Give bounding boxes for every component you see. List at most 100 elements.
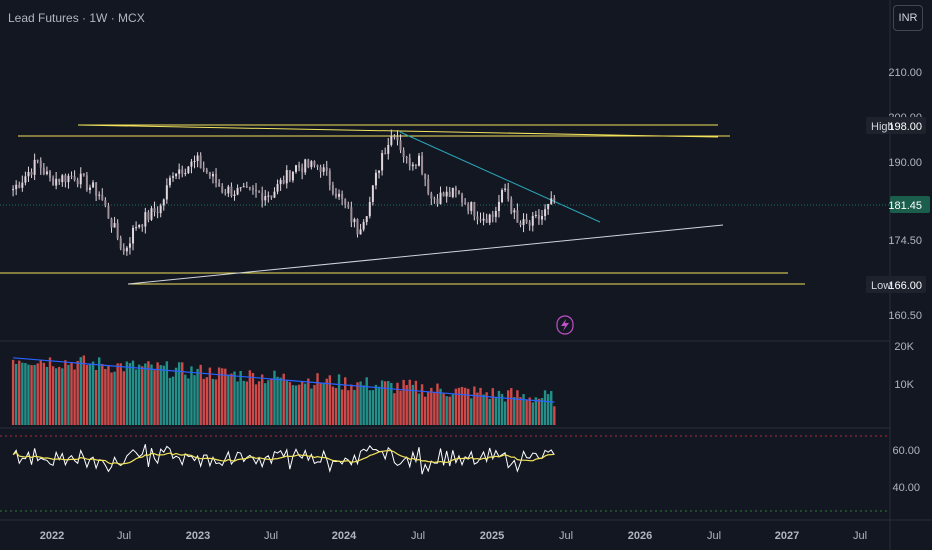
candle-body (138, 224, 141, 228)
candle-body (418, 155, 420, 166)
volume-bar (251, 372, 255, 425)
volume-bar (181, 362, 184, 425)
volume-bar (423, 396, 427, 425)
volume-bar (328, 375, 332, 425)
candle-body (33, 159, 36, 175)
currency-button[interactable]: INR (893, 5, 923, 31)
time-axis-label: 2023 (186, 530, 210, 542)
volume-bar (473, 386, 476, 425)
volume-bar (168, 377, 172, 425)
candle-body (196, 155, 199, 162)
candle-body (341, 193, 344, 200)
volume-bar (497, 390, 501, 425)
time-axis-label: 2024 (332, 530, 357, 542)
candle-body (273, 191, 276, 198)
candle-body (187, 166, 190, 174)
descending-line (77, 124, 719, 138)
candle-body (414, 164, 417, 166)
volume-bar (325, 378, 328, 425)
candle-body (331, 185, 334, 194)
volume-bar (300, 381, 304, 425)
volume-bar (165, 361, 169, 425)
volume-bar (116, 363, 119, 425)
volume-bar (131, 360, 135, 425)
volume-bar (177, 362, 181, 425)
candle-body (482, 218, 485, 221)
volume-bar (380, 380, 384, 425)
volume-bar (202, 378, 205, 425)
candle-body (353, 219, 356, 223)
candle-body (85, 175, 88, 190)
candle-body (264, 196, 267, 201)
candle-body (49, 171, 51, 178)
volume-bar (519, 397, 522, 425)
candle-body (310, 161, 313, 168)
volume-bar (334, 388, 338, 425)
rsi-tick-label: 60.00 (892, 445, 920, 457)
volume-bar (39, 360, 42, 425)
candle-body (433, 198, 436, 200)
candle-body (12, 189, 15, 191)
ascending-trendline (127, 224, 724, 285)
high-label: High (871, 121, 894, 133)
time-axis-label: Jul (264, 530, 278, 542)
volume-bar (67, 364, 70, 425)
candle-body (258, 191, 261, 193)
volume-bar (528, 397, 531, 425)
candle-body (328, 170, 331, 186)
volume-bar (227, 374, 230, 425)
candle-body (42, 167, 45, 175)
candle-body (390, 136, 393, 145)
volume-bar (494, 397, 498, 425)
lightning-icon-glyph (561, 319, 569, 331)
volume-bar (482, 394, 485, 425)
candle-body (334, 193, 337, 197)
volume-bar (297, 384, 301, 425)
volume-bar (242, 380, 245, 425)
volume-bar (42, 362, 46, 425)
volume-bar (104, 368, 107, 425)
rsi-tick-label: 40.00 (892, 482, 920, 494)
volume-bar (125, 361, 129, 425)
time-axis-label: Jul (559, 530, 573, 542)
volume-bar (30, 365, 33, 425)
low-label: Low (871, 280, 891, 292)
candle-body (73, 176, 76, 181)
candle-body (522, 219, 525, 226)
candle-body (211, 174, 214, 177)
candle-body (18, 184, 21, 188)
volume-bar (310, 388, 313, 425)
candle-body (291, 171, 294, 181)
volume-bar (340, 389, 344, 425)
volume-bar (159, 365, 162, 425)
candle-body (193, 161, 196, 163)
candle-body (365, 216, 368, 223)
candle-body (387, 144, 390, 154)
candle-body (92, 182, 95, 188)
candle-body (507, 188, 510, 200)
time-axis-label: 2026 (628, 530, 652, 542)
candle-body (519, 222, 522, 226)
candle-body (76, 180, 79, 185)
candle-body (58, 178, 61, 183)
volume-bar (442, 393, 445, 425)
candle-body (61, 175, 64, 183)
volume-bar (525, 400, 528, 425)
volume-bar (254, 384, 258, 425)
candle-body (442, 192, 445, 197)
candle-body (485, 218, 488, 223)
candle-body (322, 167, 325, 172)
candle-body (405, 157, 408, 159)
candle-body (516, 210, 519, 223)
candle-body (319, 166, 322, 172)
candle-body (313, 161, 316, 166)
volume-bar (107, 365, 110, 425)
volume-bar (153, 370, 156, 425)
volume-bar (94, 369, 98, 425)
candle-body (544, 209, 547, 217)
volume-bar (540, 398, 544, 425)
candle-body (104, 200, 107, 206)
volume-bar (531, 402, 534, 425)
volume-bar (319, 383, 322, 425)
